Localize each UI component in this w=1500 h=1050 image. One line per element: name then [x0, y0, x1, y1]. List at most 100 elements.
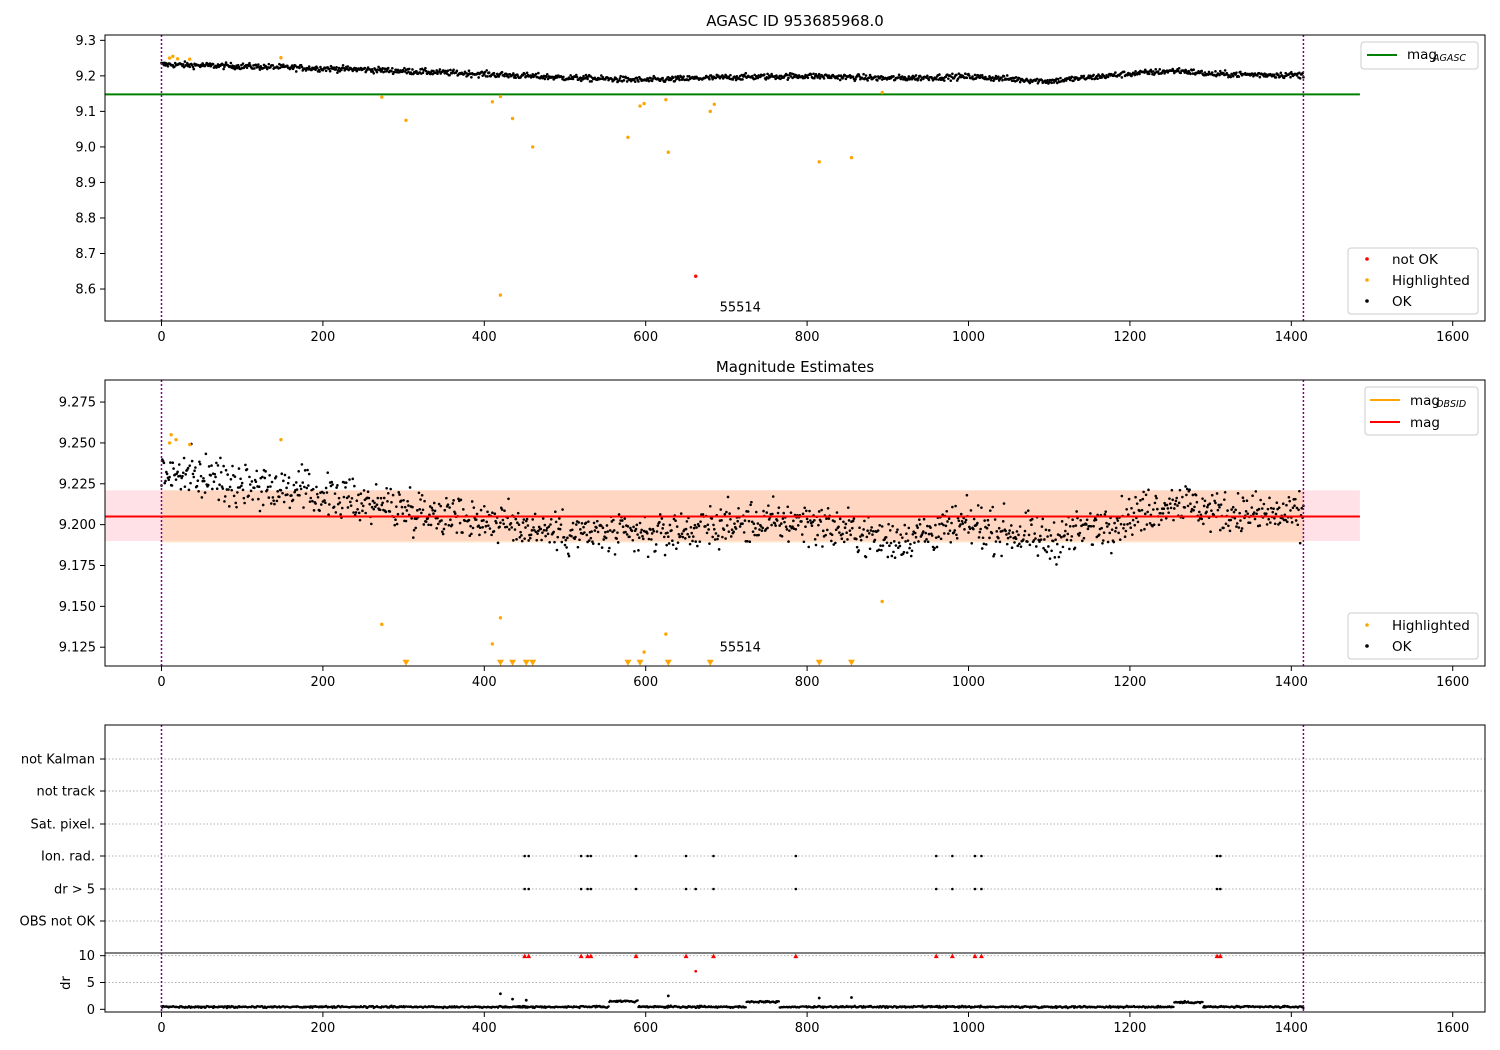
ok-point — [377, 65, 380, 69]
ok-point — [887, 522, 890, 526]
ok-point — [324, 69, 328, 73]
ok-point — [652, 529, 656, 533]
ok-point — [655, 530, 659, 533]
ok-point — [206, 483, 210, 487]
not-ok-point — [694, 274, 698, 278]
ok-point — [806, 76, 810, 80]
flag-point — [973, 887, 977, 891]
ok-point — [1290, 70, 1293, 74]
ok-point — [1245, 499, 1249, 502]
ok-point — [487, 71, 491, 74]
ok-point — [492, 530, 496, 533]
ok-point — [734, 78, 738, 82]
ok-point — [359, 492, 363, 496]
ok-point — [713, 538, 717, 541]
ok-point — [935, 545, 939, 549]
ok-point — [811, 520, 815, 524]
ok-point — [801, 512, 805, 516]
ok-point — [188, 65, 192, 69]
ok-point — [1100, 76, 1103, 79]
ok-point — [500, 508, 504, 511]
ok-point — [333, 492, 337, 495]
ok-point — [800, 520, 803, 523]
ok-point — [448, 506, 451, 509]
ok-point — [1274, 76, 1278, 79]
dr-ok-point — [1172, 1005, 1175, 1009]
ok-point — [582, 525, 585, 529]
ok-point — [1138, 72, 1141, 76]
dr-clipped-marker — [1214, 953, 1220, 959]
ok-point — [1064, 79, 1068, 82]
x-tick-label: 400 — [472, 330, 497, 345]
y-tick-label: 9.125 — [59, 641, 96, 656]
ok-point — [443, 508, 447, 512]
ok-point — [743, 519, 747, 522]
ok-point — [934, 77, 938, 81]
off-scale-marker — [402, 659, 410, 666]
ok-point — [531, 518, 535, 521]
flag-point — [586, 854, 589, 858]
ok-point — [356, 507, 359, 511]
highlighted-point — [490, 642, 495, 646]
ok-point — [483, 530, 487, 534]
ok-point — [963, 528, 966, 531]
ok-point — [857, 549, 861, 552]
ok-point — [526, 524, 530, 527]
ok-point — [1172, 518, 1175, 522]
ok-point — [813, 538, 817, 541]
ok-point — [783, 520, 786, 524]
ok-point — [963, 72, 967, 76]
ok-point — [919, 78, 923, 82]
off-scale-marker — [847, 659, 855, 666]
ok-point — [972, 527, 975, 531]
ok-point — [470, 76, 473, 79]
ok-point — [353, 484, 356, 488]
ok-point — [433, 509, 437, 513]
ok-point — [622, 79, 626, 82]
ok-point — [986, 518, 990, 522]
ok-point — [197, 490, 200, 493]
ok-point — [209, 474, 213, 477]
ok-point — [1005, 74, 1009, 77]
ok-point — [270, 480, 274, 484]
ok-point — [318, 509, 321, 512]
ok-point — [492, 71, 496, 75]
ok-point — [666, 531, 669, 535]
ok-point — [1002, 75, 1006, 78]
ok-point — [378, 67, 382, 71]
ok-point — [589, 536, 593, 540]
ok-point — [424, 69, 428, 73]
ok-point — [346, 65, 350, 68]
ok-point — [704, 525, 707, 528]
ok-point — [851, 75, 855, 79]
ok-point — [193, 469, 196, 473]
ok-point — [325, 491, 329, 494]
highlighted-point — [849, 155, 854, 160]
ok-point — [846, 506, 850, 509]
ok-point — [575, 75, 579, 79]
legend-mag-agasc-label: mag — [1407, 47, 1437, 63]
ok-point — [1070, 535, 1074, 538]
ok-point — [616, 541, 620, 544]
ok-point — [892, 540, 896, 543]
ok-point — [907, 526, 911, 530]
ok-point — [729, 535, 733, 538]
ok-point — [705, 531, 709, 535]
ok-point — [171, 461, 175, 465]
ok-point — [789, 75, 793, 78]
ok-point — [848, 529, 852, 532]
ok-point — [968, 74, 971, 77]
ok-point — [953, 529, 957, 532]
ok-point — [390, 500, 393, 504]
ok-point — [1234, 508, 1237, 512]
ok-point — [1114, 526, 1118, 530]
ok-point — [1142, 490, 1145, 494]
ok-point — [1253, 517, 1257, 521]
ok-point — [1235, 525, 1238, 528]
ok-point — [1257, 507, 1261, 511]
ok-point — [424, 520, 428, 523]
ok-point — [1147, 503, 1151, 507]
ok-point — [985, 526, 989, 530]
ok-point — [822, 77, 826, 80]
ok-point — [402, 498, 405, 502]
